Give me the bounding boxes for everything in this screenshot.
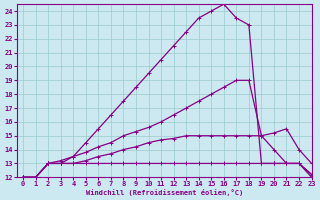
X-axis label: Windchill (Refroidissement éolien,°C): Windchill (Refroidissement éolien,°C)	[85, 189, 243, 196]
